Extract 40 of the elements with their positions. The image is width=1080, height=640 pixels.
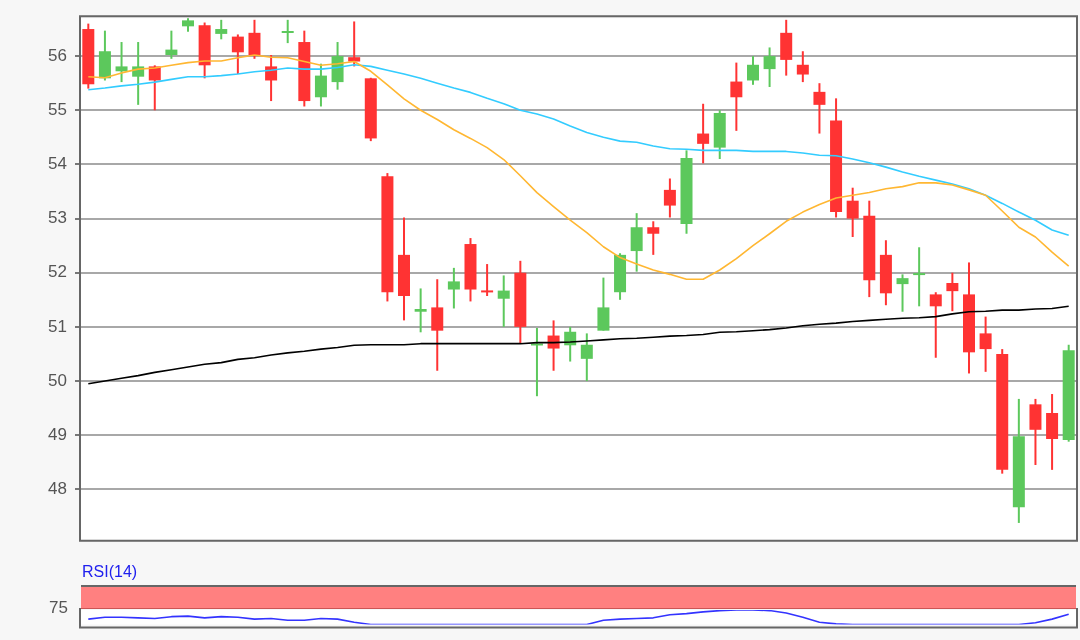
y-tick-label: 52 <box>48 262 67 282</box>
candlestick <box>547 319 560 372</box>
candlestick <box>215 18 228 41</box>
candlestick <box>580 332 593 383</box>
y-tick-label: 53 <box>48 208 67 228</box>
candlestick <box>697 102 710 165</box>
y-tick-label: 49 <box>48 424 67 444</box>
y-tick-label: 56 <box>48 45 67 65</box>
candlestick <box>414 287 427 334</box>
candlestick <box>796 50 809 84</box>
candlestick <box>896 273 909 313</box>
y-tick-label: 55 <box>48 99 67 119</box>
candlestick <box>630 212 643 273</box>
candlestick <box>115 41 128 84</box>
candlestick <box>447 266 460 310</box>
candlestick <box>165 29 178 60</box>
candlestick <box>231 33 244 75</box>
candlestick <box>663 177 676 219</box>
candlestick <box>846 186 859 238</box>
y-tick-label: 50 <box>48 370 67 390</box>
candlestick <box>979 315 992 373</box>
candlestick <box>281 18 294 45</box>
candlestick <box>481 263 494 298</box>
candlestick <box>431 278 444 372</box>
chart-title: RSI(14) <box>82 563 138 581</box>
candlestick <box>913 246 926 308</box>
text: 75 <box>49 598 68 618</box>
candlestick <box>929 291 942 359</box>
y-tick-label: 48 <box>48 479 67 499</box>
y-tick-label: 51 <box>48 316 67 336</box>
y-tick-label: 54 <box>48 154 67 174</box>
candlestick <box>746 55 759 86</box>
candlestick <box>813 82 826 135</box>
candlestick <box>946 271 959 313</box>
candlestick <box>248 18 261 60</box>
candlestick <box>647 220 660 256</box>
candlestick <box>497 274 510 328</box>
candlestick <box>730 61 743 132</box>
candlestick <box>597 276 610 332</box>
candlestick <box>763 46 776 88</box>
